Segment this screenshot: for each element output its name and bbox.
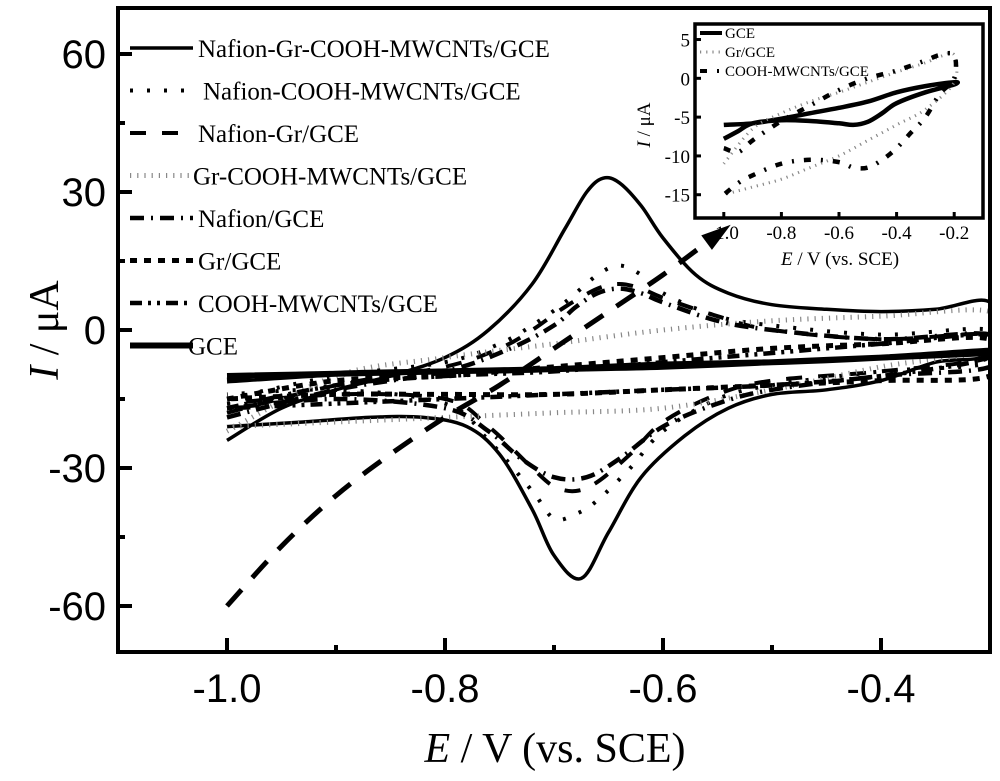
main-y-tick-labels: 60 30 0 -30 -60	[48, 33, 106, 629]
main-y-axis-label-unit: / μA	[22, 280, 68, 366]
inset-x-axis-label-unit: / V (vs. SCE)	[793, 249, 899, 270]
x-tick-label: -0.4	[847, 667, 916, 711]
y-tick-label: 60	[62, 33, 107, 77]
y-tick-label: -60	[48, 585, 106, 629]
inset-x-tick-label: -0.6	[824, 223, 854, 244]
main-axis-ticks	[118, 52, 883, 652]
inset-y-axis-label-symbol: I	[634, 140, 655, 149]
legend-label: Nafion-COOH-MWCNTs/GCE	[203, 79, 521, 106]
inset-series-line-gr-gce	[722, 51, 959, 197]
inset-axis-ticks	[695, 38, 956, 218]
legend-item-nafion-gce: Nafion/GCE	[130, 206, 324, 233]
inset-pointer-arrow	[225, 224, 731, 608]
inset-series-group	[722, 50, 961, 197]
inset-x-tick-label: -0.4	[882, 223, 913, 244]
inset-y-tick-label: 0	[681, 69, 691, 90]
legend-item-gr-gce: Gr/GCE	[130, 249, 281, 276]
inset-legend-label: COOH-MWCNTs/GCE	[725, 64, 869, 80]
inset-y-tick-label: -10	[665, 147, 690, 168]
series-line-nafion-gr-gce	[226, 282, 988, 494]
inset-y-tick-labels: 5 0 -5 -10 -15	[665, 31, 690, 207]
legend-item-gr-cooh-mwcnts-gce: Gr-COOH-MWCNTs/GCE	[130, 164, 467, 191]
inset-legend-label: Gr/GCE	[725, 45, 775, 61]
legend-item-nafion-gr-gce: Nafion-Gr/GCE	[130, 121, 359, 148]
inset-legend-item-gr-gce: Gr/GCE	[700, 45, 775, 61]
legend-label: COOH-MWCNTs/GCE	[198, 291, 438, 318]
inset-x-tick-label: -1.0	[709, 223, 739, 244]
main-x-axis-label-symbol: E	[424, 726, 451, 772]
main-series-group	[225, 175, 988, 581]
main-x-axis-label: E / V (vs. SCE)	[424, 726, 686, 772]
legend-label: GCE	[188, 334, 238, 361]
main-y-axis-label-symbol: I	[22, 364, 68, 381]
legend-label: Nafion-Gr-COOH-MWCNTs/GCE	[198, 36, 550, 63]
series-line-nafion-gr-cooh-mwcnts-gce	[226, 175, 988, 581]
series-line-cooh-mwcnts-gce	[226, 331, 988, 411]
inset-x-tick-label: -0.2	[939, 223, 969, 244]
main-y-axis-label: I / μA	[22, 280, 68, 381]
inset-y-axis-label: I / μA	[634, 102, 655, 148]
legend-label: Nafion-Gr/GCE	[198, 121, 359, 148]
x-tick-label: -0.6	[629, 667, 698, 711]
inset-legend-label: GCE	[725, 26, 755, 42]
y-tick-label: 30	[62, 171, 107, 215]
inset-y-tick-label: 5	[681, 31, 691, 52]
inset-y-tick-label: -5	[674, 108, 690, 129]
inset-x-axis-label-symbol: E	[780, 249, 793, 270]
inset-x-tick-labels: -1.0 -0.8 -0.6 -0.4 -0.2	[709, 223, 969, 244]
series-line-gr-cooh-mwcnts-gce	[225, 307, 988, 434]
inset-y-axis-label-unit: / μA	[634, 102, 655, 141]
legend-item-cooh-mwcnts-gce: COOH-MWCNTs/GCE	[130, 291, 438, 318]
legend-item-nafion-cooh-mwcnts-gce: Nafion-COOH-MWCNTs/GCE	[130, 79, 521, 106]
inset-series-line-gce	[722, 79, 961, 141]
arrowhead-icon	[701, 224, 731, 250]
legend-item-gce: GCE	[130, 334, 238, 361]
inset-legend: GCE Gr/GCE COOH-MWCNTs/GCE	[700, 26, 869, 80]
main-x-tick-labels: -1.0 -0.8 -0.6 -0.4	[193, 667, 916, 711]
inset-x-axis-label: E / V (vs. SCE)	[780, 249, 899, 270]
legend-label: Nafion/GCE	[198, 206, 324, 233]
series-line-gce	[226, 347, 988, 384]
inset-y-tick-label: -15	[665, 186, 690, 207]
inset-legend-item-cooh-mwcnts-gce: COOH-MWCNTs/GCE	[700, 64, 869, 80]
inset-pointer-line	[225, 240, 709, 608]
main-legend: Nafion-Gr-COOH-MWCNTs/GCE Nafion-COOH-MWC…	[130, 36, 550, 361]
legend-item-nafion-gr-cooh-mwcnts-gce: Nafion-Gr-COOH-MWCNTs/GCE	[130, 36, 550, 63]
main-x-axis-label-unit: / V (vs. SCE)	[450, 726, 685, 772]
inset-x-tick-label: -0.8	[766, 223, 796, 244]
x-tick-label: -0.8	[411, 667, 480, 711]
legend-label: Gr/GCE	[198, 249, 281, 276]
series-line-nafion-gce	[226, 286, 988, 482]
x-tick-label: -1.0	[193, 667, 262, 711]
y-tick-label: 0	[84, 309, 106, 353]
inset-series-line-cooh-mwcnts-gce	[722, 50, 959, 197]
legend-label: Gr-COOH-MWCNTs/GCE	[193, 164, 467, 191]
y-tick-label: -30	[48, 447, 106, 491]
inset-legend-item-gce: GCE	[700, 26, 755, 42]
